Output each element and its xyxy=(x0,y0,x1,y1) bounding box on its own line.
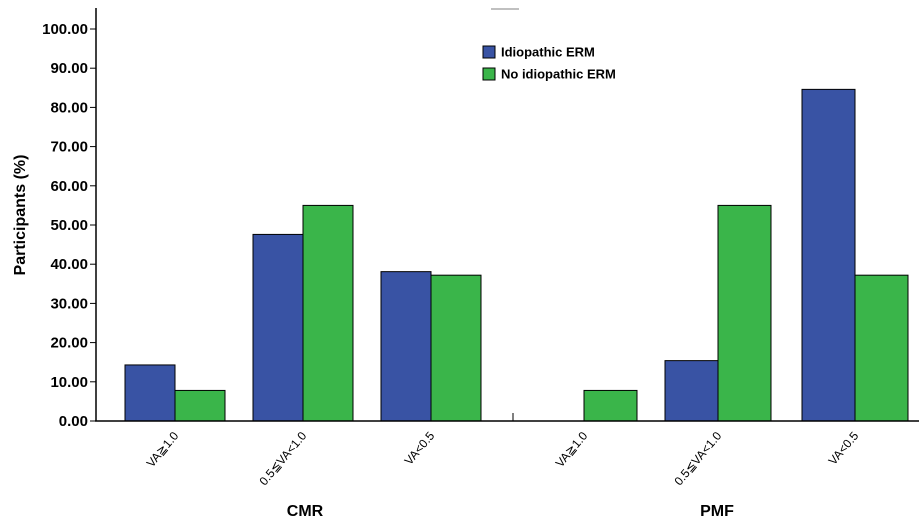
bar-cmr-no-idiopathic-erm-3 xyxy=(430,274,482,422)
y-tick-label: 60.00 xyxy=(50,178,88,195)
bar-cmr-idiopathic-erm-2 xyxy=(252,233,304,422)
category-label-pmf-2: 0.5≦VA<1.0 xyxy=(671,429,724,488)
y-tick-label: 30.00 xyxy=(50,295,88,312)
bar-cmr-no-idiopathic-erm-2 xyxy=(302,204,354,422)
y-tick-label: 20.00 xyxy=(50,335,88,352)
y-tick-label: 10.00 xyxy=(50,374,88,391)
category-label-cmr-2: 0.5≦VA<1.0 xyxy=(256,429,309,488)
bar-pmf-idiopathic-erm-2 xyxy=(664,360,719,422)
y-tick-label: 80.00 xyxy=(50,99,88,116)
legend-label-idiopathic-erm: Idiopathic ERM xyxy=(501,45,595,60)
bar-pmf-no-idiopathic-erm-3 xyxy=(854,274,909,422)
panel-label-pmf: PMF xyxy=(700,503,734,520)
legend-label-no-idiopathic-erm: No idiopathic ERM xyxy=(501,67,616,82)
y-tick-label: 100.00 xyxy=(42,21,88,38)
bar-cmr-no-idiopathic-erm-1 xyxy=(174,389,226,422)
y-axis-ticks: 0.00 10.00 20.00 30.00 40.00 50.00 60.00 70.00 8… xyxy=(42,21,96,430)
category-label-cmr-3: VA<0.5 xyxy=(402,429,438,468)
legend-item-idiopathic-erm: Idiopathic ERM xyxy=(482,45,595,60)
legend-swatch-no-idiopathic-erm xyxy=(482,67,496,81)
y-tick-label: 90.00 xyxy=(50,60,88,77)
y-tick-label: 40.00 xyxy=(50,256,88,273)
y-axis-title: Participants (%) xyxy=(12,155,29,276)
bar-cmr-idiopathic-erm-3 xyxy=(380,271,432,422)
bar-pmf-no-idiopathic-erm-1 xyxy=(583,389,638,422)
legend: Idiopathic ERM No idiopathic ERM xyxy=(482,45,616,82)
legend-item-no-idiopathic-erm: No idiopathic ERM xyxy=(482,67,616,82)
legend-swatch-idiopathic-erm xyxy=(482,45,496,59)
category-label-cmr-1: VA≧1.0 xyxy=(144,429,182,470)
bar-pmf-no-idiopathic-erm-2 xyxy=(717,204,772,422)
y-tick-label: 0.00 xyxy=(59,413,88,430)
panel-label-cmr: CMR xyxy=(287,503,324,520)
bars xyxy=(124,88,909,422)
bar-pmf-idiopathic-erm-3 xyxy=(801,88,856,422)
y-tick-label: 50.00 xyxy=(50,217,88,234)
category-label-pmf-1: VA≧1.0 xyxy=(553,429,591,470)
y-tick-label: 70.00 xyxy=(50,139,88,156)
category-labels: VA≧1.0 0.5≦VA<1.0 VA<0.5 VA≧1.0 0.5≦VA<1.0 VA… xyxy=(144,429,862,488)
category-label-pmf-3: VA<0.5 xyxy=(826,429,862,468)
bar-cmr-idiopathic-erm-1 xyxy=(124,364,176,422)
